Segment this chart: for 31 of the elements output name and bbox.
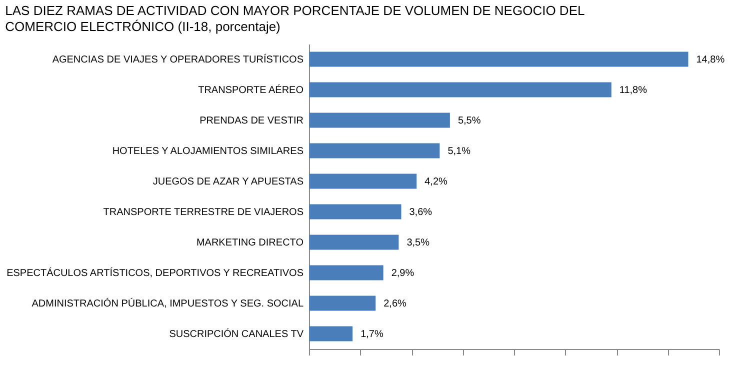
y-tick-label: TRANSPORTE TERRESTRE DE VIAJEROS xyxy=(103,206,304,218)
y-tick-label: HOTELES Y ALOJAMIENTOS SIMILARES xyxy=(112,146,304,157)
data-label: 3,5% xyxy=(406,237,430,248)
chart-title: LAS DIEZ RAMAS DE ACTIVIDAD CON MAYOR PORCENTAJE DE VOLUMEN DE NEGOCIO DEL COMERCIO ELECTRÓNICO (II-18, porcentaje) xyxy=(5,3,585,34)
data-label: 11,8% xyxy=(619,84,648,96)
data-label: 5,1% xyxy=(448,146,471,157)
data-label: 2,9% xyxy=(391,268,414,279)
bar xyxy=(309,296,376,311)
data-label: 14,8% xyxy=(696,54,725,66)
bar xyxy=(309,143,440,158)
bar xyxy=(309,204,402,220)
data-label: 1,7% xyxy=(360,328,384,340)
y-tick-label: SUSCRIPCIÓN CANALES TV xyxy=(169,328,304,340)
bar xyxy=(309,174,417,189)
data-label: 4,2% xyxy=(424,176,448,188)
y-tick-label: MARKETING DIRECTO xyxy=(196,237,304,248)
y-tick-label: JUEGOS DE AZAR Y APUESTAS xyxy=(152,176,304,188)
y-tick-label: ADMINISTRACIÓN PÚBLICA, IMPUESTOS Y SEG. SOCIAL xyxy=(32,297,304,310)
y-tick-label: ESPECTÁCULOS ARTÍSTICOS, DEPORTIVOS Y RECREATIVOS xyxy=(6,266,304,279)
data-label: 3,6% xyxy=(409,206,432,218)
bar xyxy=(309,265,384,280)
bar xyxy=(309,234,399,250)
y-tick-label: TRANSPORTE AÉREO xyxy=(198,84,304,96)
data-label: 2,6% xyxy=(384,298,407,310)
bar xyxy=(309,82,612,98)
bar xyxy=(309,326,353,342)
y-tick-label: PRENDAS DE VESTIR xyxy=(200,115,304,126)
bar xyxy=(309,52,688,67)
data-label: 5,5% xyxy=(458,115,481,126)
y-tick-label: AGENCIAS DE VIAJES Y OPERADORES TURÍSTICOS xyxy=(52,53,304,66)
bar xyxy=(309,112,450,128)
